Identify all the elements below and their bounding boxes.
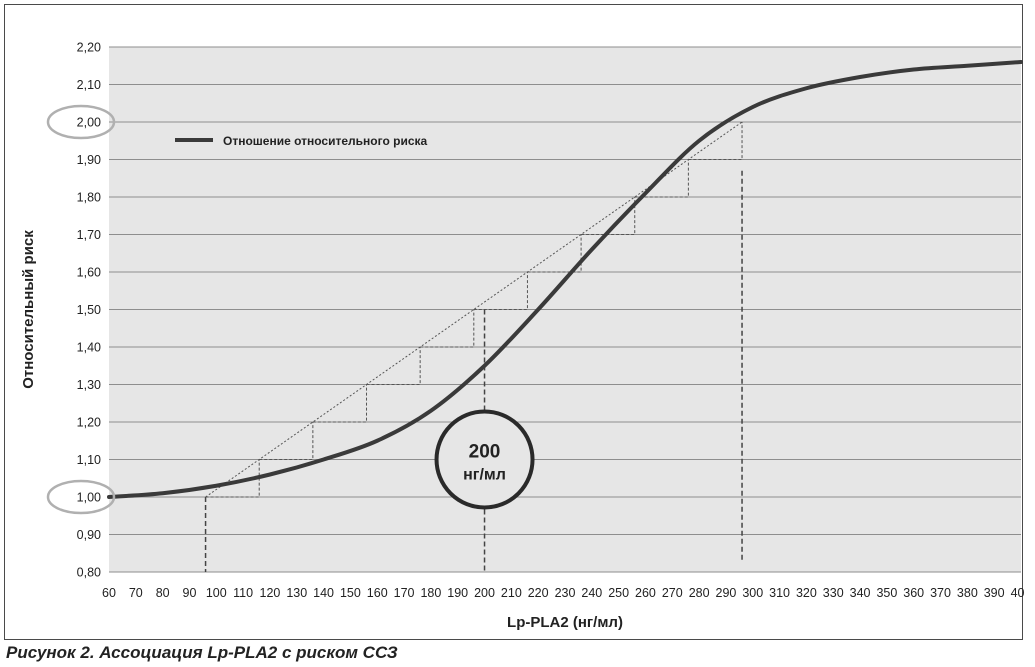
x-tick-label: 350 (876, 586, 897, 600)
y-tick-label: 0,80 (77, 566, 101, 580)
x-tick-label: 150 (340, 586, 361, 600)
x-tick-label: 200 (474, 586, 495, 600)
x-tick-label: 270 (662, 586, 683, 600)
y-tick-label: 1,20 (77, 416, 101, 430)
x-tick-label: 370 (930, 586, 951, 600)
y-tick-label: 0,90 (77, 528, 101, 542)
y-axis-title: Относительный риск (20, 230, 37, 389)
x-tick-label: 80 (156, 586, 170, 600)
y-tick-label: 1,50 (77, 303, 101, 317)
x-tick-label: 330 (823, 586, 844, 600)
callout-value: 200 (469, 442, 501, 463)
step-segment (527, 234, 582, 273)
x-tick-label: 160 (367, 586, 388, 600)
y-tick-labels: 0,80 0,90 1,00 1,10 1,20 1,30 1,40 1,50 1,60 1,70… (46, 41, 116, 580)
highlight-ellipse (46, 104, 116, 140)
x-tick-label: 140 (313, 586, 334, 600)
callout-circle (434, 409, 535, 510)
y-tick-label: 1,80 (77, 191, 101, 205)
y-tick-label: 1,10 (77, 453, 101, 467)
callout-unit: нг/мл (463, 467, 506, 484)
y-tick-label: 1,60 (77, 266, 101, 280)
series-line-relative-risk (107, 60, 1023, 499)
x-tick-labels: 60 70 80 90 100 110 120 130 140 150 160 170 180 190 20… (102, 586, 1024, 600)
x-tick-label: 110 (233, 586, 253, 600)
x-tick-label: 100 (206, 586, 227, 600)
grid-lines (109, 46, 1021, 573)
y-tick-label: 2,00 (77, 116, 101, 130)
x-axis-title: Lp-PLA2 (нг/мл) (507, 614, 623, 631)
relative-risk-chart: 0,80 0,90 1,00 1,10 1,20 1,30 1,40 1,50 1,60 1,70… (20, 41, 1024, 632)
x-tick-label: 60 (102, 586, 116, 600)
y-tick-label: 1,00 (77, 491, 101, 505)
x-tick-label: 310 (769, 586, 790, 600)
x-tick-label: 250 (608, 586, 629, 600)
x-tick-label: 240 (581, 586, 602, 600)
step-segment (634, 159, 689, 198)
y-tick-label: 1,70 (77, 228, 101, 242)
step-segment (205, 459, 260, 498)
x-tick-label: 180 (420, 586, 441, 600)
x-tick-label: 320 (796, 586, 817, 600)
x-tick-label: 400 (1011, 586, 1024, 600)
callout-200: 200 нг/мл (434, 409, 535, 510)
y-tick-label: 2,20 (77, 41, 101, 55)
figure-caption: Рисунок 2. Ассоциация Lp-PLA2 с риском С… (6, 643, 398, 662)
y-tick-label: 1,90 (77, 153, 101, 167)
x-tick-label: 360 (903, 586, 924, 600)
x-tick-label: 170 (394, 586, 415, 600)
x-tick-label: 380 (957, 586, 978, 600)
y-tick-label: 2,10 (77, 78, 101, 92)
legend: Отношение относительного риска (175, 134, 427, 148)
series-layer (107, 60, 1023, 499)
y-tick-label: 1,30 (77, 378, 101, 392)
y-tick-label: 1,40 (77, 341, 101, 355)
x-tick-label: 90 (183, 586, 197, 600)
x-tick-label: 300 (742, 586, 763, 600)
x-tick-label: 260 (635, 586, 656, 600)
step-segment (473, 272, 528, 310)
x-tick-label: 70 (129, 586, 143, 600)
x-tick-label: 220 (528, 586, 549, 600)
x-tick-label: 130 (286, 586, 307, 600)
x-tick-label: 390 (984, 586, 1005, 600)
x-tick-label: 210 (501, 586, 522, 600)
x-tick-label: 280 (689, 586, 710, 600)
highlight-ellipse (46, 479, 116, 515)
x-tick-label: 190 (447, 586, 468, 600)
step-segment (420, 309, 475, 348)
step-segment (259, 422, 314, 460)
step-segment (581, 197, 636, 235)
x-tick-label: 340 (850, 586, 871, 600)
step-segment (688, 122, 743, 160)
legend-label: Отношение относительного риска (223, 134, 427, 148)
x-tick-label: 230 (555, 586, 576, 600)
x-tick-label: 290 (716, 586, 737, 600)
step-segment (312, 384, 368, 423)
chart-frame: 0,80 0,90 1,00 1,10 1,20 1,30 1,40 1,50 1,60 1,70… (4, 4, 1024, 640)
step-segment (366, 347, 421, 385)
x-tick-label: 120 (260, 586, 281, 600)
